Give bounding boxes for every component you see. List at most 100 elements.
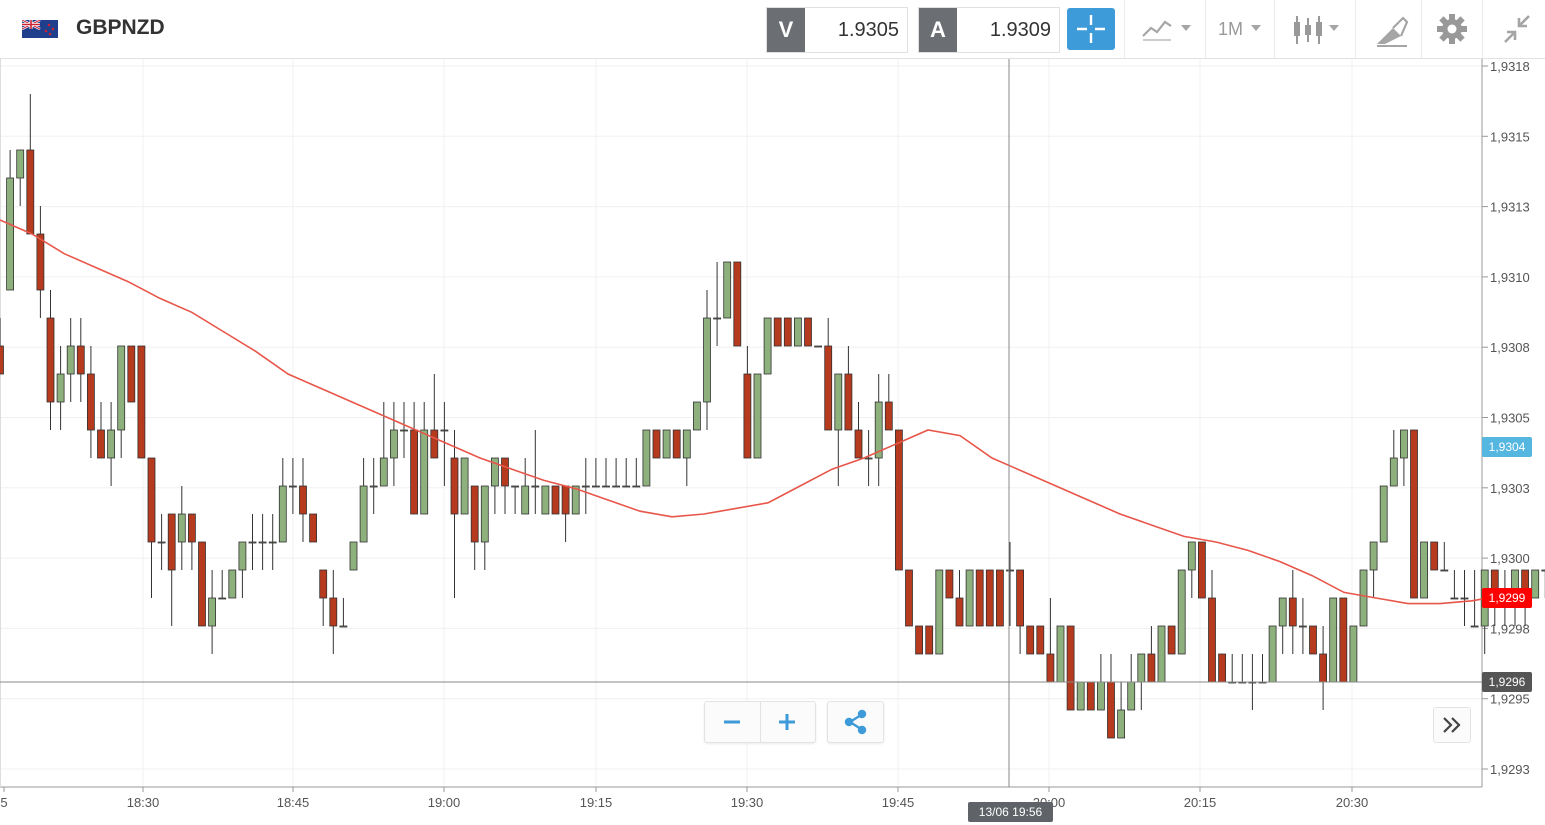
drawing-tools-button[interactable] <box>1355 0 1421 58</box>
zoom-controls <box>704 701 816 743</box>
candle-body <box>349 541 358 571</box>
price-tick-label: 1,9298 <box>1490 621 1530 636</box>
candle-body <box>612 485 620 488</box>
candle-body <box>1470 625 1479 628</box>
candle-down <box>672 429 681 459</box>
price-chart[interactable]: 1,9318 1,9315 1,9313 1,9310 1,9308 1,9305 1,93… <box>0 59 1545 825</box>
candle-up <box>490 457 499 514</box>
candle-body <box>1187 541 1196 571</box>
candle-up <box>389 402 398 486</box>
ask-label: A <box>919 8 957 52</box>
candle-up <box>440 402 449 486</box>
candle-body <box>1127 681 1136 711</box>
candle-body <box>521 485 530 515</box>
price-tick-label: 1,9293 <box>1490 762 1530 777</box>
candle-body <box>884 401 893 431</box>
candle-down <box>1086 681 1095 711</box>
candle-up <box>1329 597 1338 683</box>
candle-body <box>1460 597 1469 600</box>
candle-down <box>1036 625 1045 655</box>
candle-down <box>1026 625 1035 655</box>
candle-down <box>1309 625 1317 655</box>
candle-body <box>1309 625 1317 655</box>
time-tick-label: 18:30 <box>127 795 160 810</box>
timeframe-dropdown[interactable]: 1M <box>1205 0 1274 58</box>
share-button[interactable] <box>827 701 884 743</box>
candle-body <box>864 457 873 460</box>
candle-style-dropdown[interactable] <box>1274 0 1355 58</box>
candle-body <box>602 485 610 488</box>
candle-body <box>1016 569 1024 627</box>
candle-up <box>218 570 227 600</box>
instrument-symbol[interactable]: GBPNZD <box>76 16 165 39</box>
candle-up <box>794 317 802 347</box>
bid-quote[interactable]: V 1.9305 <box>766 7 908 53</box>
candle-body <box>1420 541 1428 599</box>
candle-body <box>874 401 883 459</box>
gb-nz-flag-icon <box>22 20 58 38</box>
collapse-button[interactable] <box>1482 0 1545 58</box>
candle-down <box>895 429 903 571</box>
candle-up <box>1389 430 1398 487</box>
candle-body <box>87 373 95 431</box>
settings-button[interactable] <box>1421 0 1482 58</box>
moving-average-line <box>0 219 1505 605</box>
candle-body <box>1541 569 1545 572</box>
crosshair-button[interactable] <box>1067 8 1115 50</box>
double-chevron-right-icon <box>1443 717 1461 733</box>
candle-down <box>1167 625 1176 655</box>
candle-body <box>1056 625 1065 683</box>
drawing-tools-icon <box>1377 16 1409 47</box>
ask-quote[interactable]: A 1.9309 <box>918 7 1060 53</box>
candle-up <box>1006 542 1014 626</box>
zoom-in-button[interactable] <box>760 702 815 742</box>
candle-body <box>157 541 166 544</box>
candle-down <box>733 261 742 347</box>
candle-body <box>915 625 923 655</box>
price-tick-label: 1,9308 <box>1490 340 1530 355</box>
candle-up <box>511 485 520 514</box>
candle-up <box>107 402 115 486</box>
candle-body <box>723 261 732 319</box>
candle-down <box>187 513 196 570</box>
candle-body <box>218 597 227 600</box>
chart-type-dropdown[interactable] <box>1124 0 1205 58</box>
zoom-out-button[interactable] <box>705 702 761 742</box>
time-tick-label: 19:45 <box>882 795 915 810</box>
candle-body <box>1066 625 1075 711</box>
candle-up <box>1420 541 1428 599</box>
candle-body <box>46 317 55 403</box>
candle-up <box>1440 542 1449 572</box>
candle-up <box>228 569 237 599</box>
candle-body <box>1218 653 1226 683</box>
candle-up <box>1187 541 1196 598</box>
candle-body <box>733 261 742 347</box>
candle-up <box>521 458 530 515</box>
candle-down <box>884 374 893 431</box>
candle-up <box>1359 569 1368 627</box>
candle-body <box>975 569 984 627</box>
candle-body <box>905 569 913 627</box>
scroll-to-latest-button[interactable] <box>1433 707 1471 743</box>
candle-up <box>1450 570 1459 600</box>
candle-body <box>531 485 540 488</box>
candle-body <box>430 429 439 459</box>
candle-body <box>996 569 1004 627</box>
candle-down <box>1218 653 1226 683</box>
price-tick-label: 1,9305 <box>1490 411 1530 426</box>
candle-down <box>905 569 913 627</box>
candle-body <box>935 569 944 655</box>
candle-body <box>400 429 408 432</box>
candle-body <box>420 429 429 515</box>
candle-down <box>985 569 994 627</box>
candle-up <box>177 486 186 570</box>
candle-down <box>470 485 479 570</box>
chevron-down-icon <box>1251 25 1261 31</box>
candle-body <box>804 317 812 347</box>
candle-body <box>844 373 853 431</box>
candle-body <box>278 485 287 543</box>
candle-down <box>955 570 964 627</box>
candle-down <box>76 318 85 402</box>
candle-up <box>753 373 762 459</box>
time-tick-label: 19:30 <box>731 795 764 810</box>
